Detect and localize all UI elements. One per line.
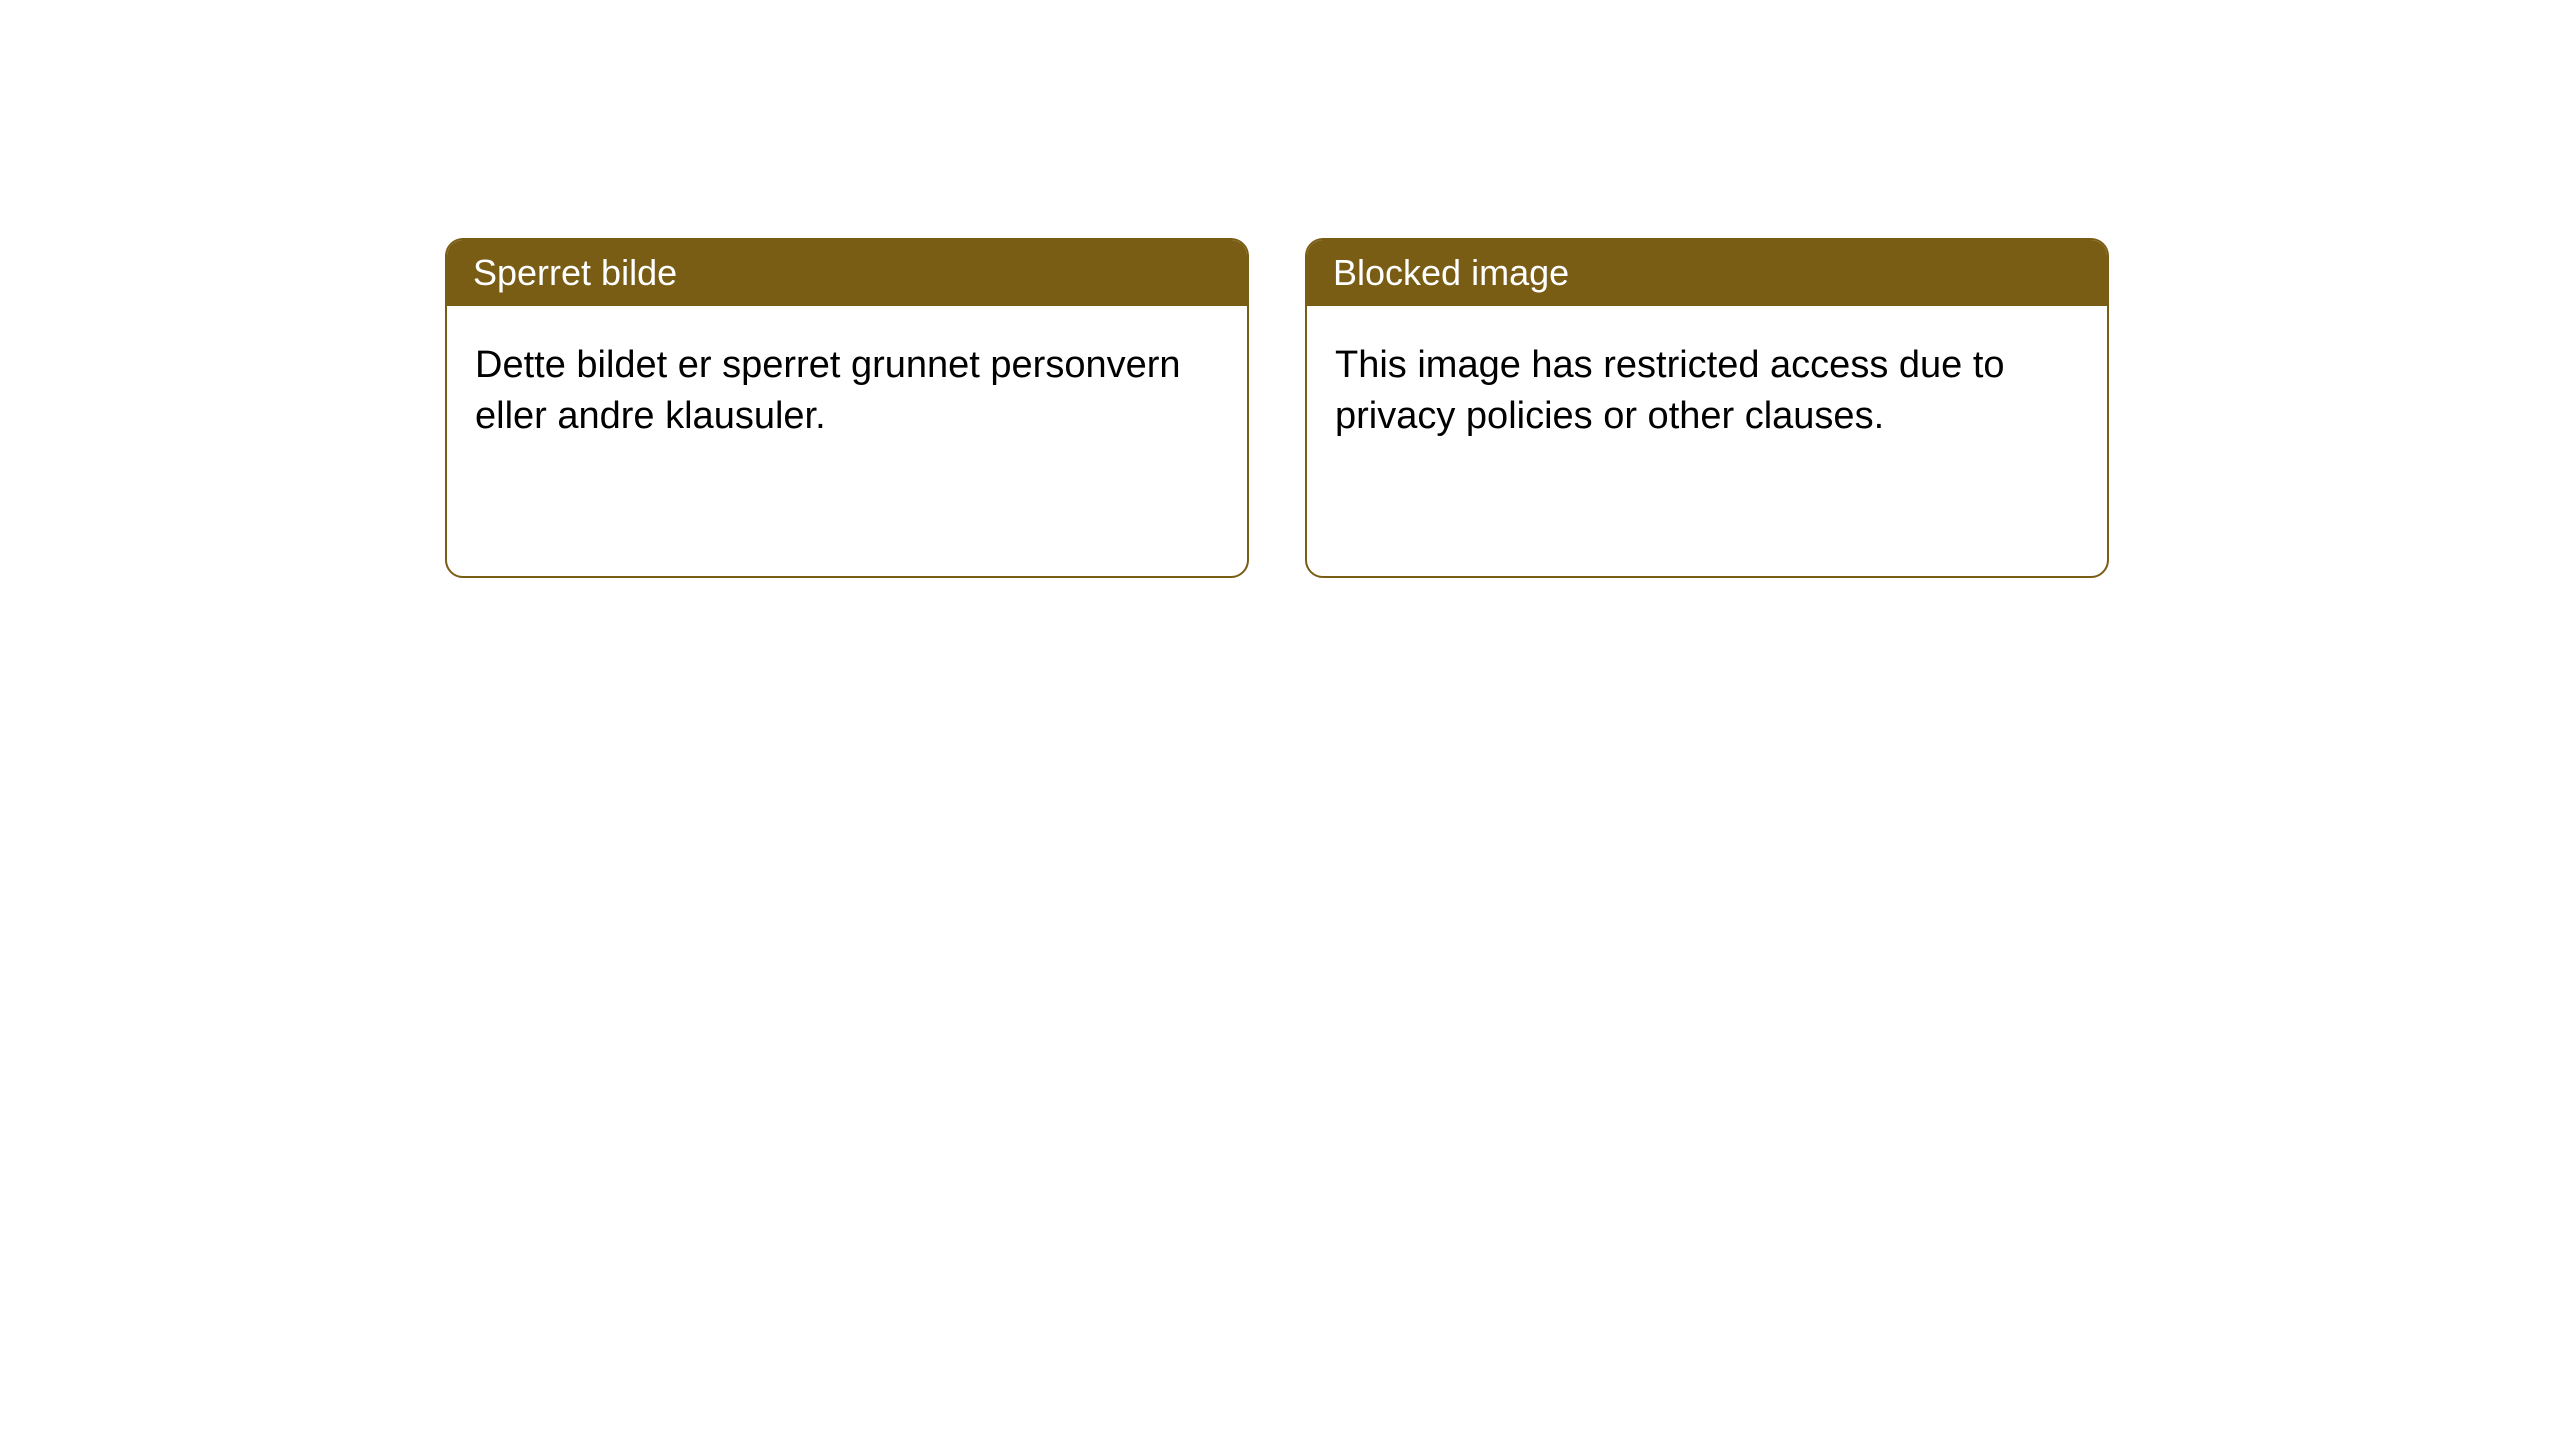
notice-title: Sperret bilde: [447, 240, 1247, 306]
notice-title: Blocked image: [1307, 240, 2107, 306]
notice-card-english: Blocked image This image has restricted …: [1305, 238, 2109, 578]
notice-card-norwegian: Sperret bilde Dette bildet er sperret gr…: [445, 238, 1249, 578]
notice-container: Sperret bilde Dette bildet er sperret gr…: [445, 238, 2109, 578]
notice-body: Dette bildet er sperret grunnet personve…: [447, 306, 1247, 576]
notice-body: This image has restricted access due to …: [1307, 306, 2107, 576]
